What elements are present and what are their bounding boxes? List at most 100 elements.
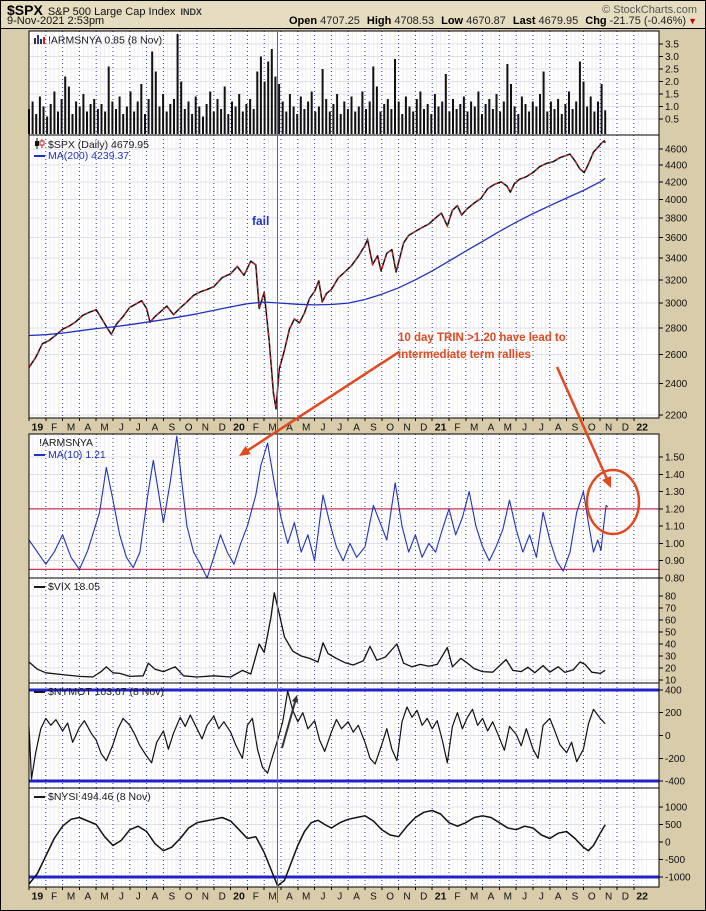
header-title-row: $SPX S&P 500 Large Cap Index INDX (7, 2, 202, 20)
legend-text: $NYMOT 103.67 (8 Nov) (48, 686, 164, 698)
trin-bar (57, 111, 59, 134)
x-tick-label: 22 (636, 422, 648, 434)
y-tick-label: 2800 (665, 323, 688, 334)
x-tick-label: O (386, 423, 394, 434)
trin-bar (459, 104, 462, 134)
x-tick-label: J (522, 892, 527, 903)
trin-bar (517, 114, 520, 134)
trin-bar (173, 99, 175, 134)
panel-trin_daily: 0.5 1.01.5 2.02.5 3.03.5 (28, 30, 679, 136)
trin-bar (245, 104, 248, 134)
legend-text: MA(10) 1.21 (48, 449, 106, 461)
x-tick-label: D (420, 423, 427, 434)
trin-bar (267, 61, 270, 134)
x-tick-label: N (202, 892, 209, 903)
ma-dash-icon (34, 454, 45, 457)
trin-bar (491, 109, 494, 134)
open-label: Open (288, 15, 318, 27)
trin-bar (484, 104, 487, 134)
trin-bar (571, 109, 574, 134)
legend-trin_ma10-row1: !ARMSNYA (34, 437, 93, 449)
legend-trin_ma10-row2: MA(10) 1.21 (34, 449, 106, 461)
copyright: © StockCharts.com (602, 4, 697, 16)
annotation-arrow-to-circle-head (602, 476, 612, 488)
trin-bar (165, 111, 168, 134)
trin-bar (292, 106, 295, 134)
trin-bar (328, 111, 331, 134)
arms-ma10-series (28, 435, 609, 579)
trin-bar (401, 114, 404, 134)
trin-bar (310, 91, 313, 134)
trin-bar (321, 69, 324, 134)
trin-bar (513, 106, 516, 134)
y-tick-label: 1.10 (665, 522, 685, 533)
x-tick-label: J (321, 423, 326, 434)
x-tick-label: J (119, 423, 124, 434)
quote-strip: Open 4707.25 High 4708.53 Low 4670.87 Last 4679… (282, 15, 697, 27)
y-tick-label: 1.30 (665, 487, 685, 498)
trin-bar (263, 81, 266, 134)
trin-bar (53, 91, 56, 134)
y-tick-label: 1.0 (665, 102, 679, 113)
trin-bar (194, 96, 197, 134)
trin-bar (499, 111, 502, 134)
trin-bar (129, 91, 132, 134)
y-tick-label: 1.00 (665, 539, 685, 550)
spx-close-series (28, 140, 606, 410)
trin-bar (535, 106, 538, 134)
y-tick-label: 10 (665, 676, 677, 687)
trin-bar (546, 111, 549, 134)
annotation-trin-line1: 10 day TRIN >1.20 have lead to (398, 332, 566, 344)
trin-bar (314, 111, 317, 134)
trin-bar (495, 94, 498, 134)
x-tick-label: D (622, 423, 629, 434)
trin-bar (448, 111, 451, 134)
trin-bar (462, 96, 465, 134)
legend-vix-row1: $VIX 18.05 (34, 581, 100, 593)
high-label: High (366, 15, 392, 27)
trin-bar (46, 116, 49, 134)
x-tick-label: N (605, 423, 612, 434)
trin-bar (557, 99, 560, 134)
x-tick-label: J (337, 423, 342, 434)
y-tick-label: 3000 (665, 299, 688, 310)
panel-border (28, 787, 660, 888)
trin-bar (444, 74, 447, 134)
trin-bar (31, 101, 34, 134)
trin-bar (93, 99, 96, 134)
trin-bar (604, 110, 607, 135)
x-tick-label: J (119, 892, 124, 903)
trin-bar (278, 84, 281, 134)
nymot-series (28, 690, 606, 780)
legend-trin_daily-row1: !ARMSNYA 0.85 (8 Nov) (34, 34, 162, 47)
x-tick-label: M (470, 892, 478, 903)
trin-bar (281, 101, 284, 134)
x-tick-label: F (253, 423, 259, 434)
trin-bar (104, 111, 107, 134)
trin-bar (71, 114, 74, 134)
annotation-arrow-to-circle (555, 366, 611, 485)
trin-bar (488, 99, 491, 134)
trin-bar (560, 114, 563, 134)
trin-bar (162, 94, 165, 134)
ma-dash-icon (34, 691, 45, 694)
trin-bar (470, 101, 473, 134)
x-tick-label: 20 (233, 422, 245, 434)
trin-bar (169, 104, 172, 134)
change-down-icon: ▼ (688, 16, 697, 26)
x-tick-label: A (84, 892, 91, 903)
ma-dash-icon (34, 150, 45, 162)
annotation-trin-line2: intermediate term rallies (398, 349, 531, 361)
panel-trin_ma10: 1.50 1.40 1.30 1.20 1.10 1.00 0.90 0.80 (28, 433, 685, 585)
trin-bar (589, 96, 592, 134)
trin-bar (433, 94, 436, 134)
trin-bar (198, 106, 201, 134)
trin-bar (274, 76, 277, 134)
x-axis-strip: 19 F M A M J J A S O N D 20 F M A M J J A S O N D 21 F M A M J J A S O N D 2… (28, 887, 648, 903)
trin-bar (67, 86, 70, 134)
annotation-arrow-to-ma10-label-head (239, 445, 251, 456)
x-tick-label: F (454, 892, 460, 903)
trin-bar (332, 104, 335, 134)
y-tick-label: 4200 (665, 177, 688, 188)
trin-bar (350, 96, 353, 134)
